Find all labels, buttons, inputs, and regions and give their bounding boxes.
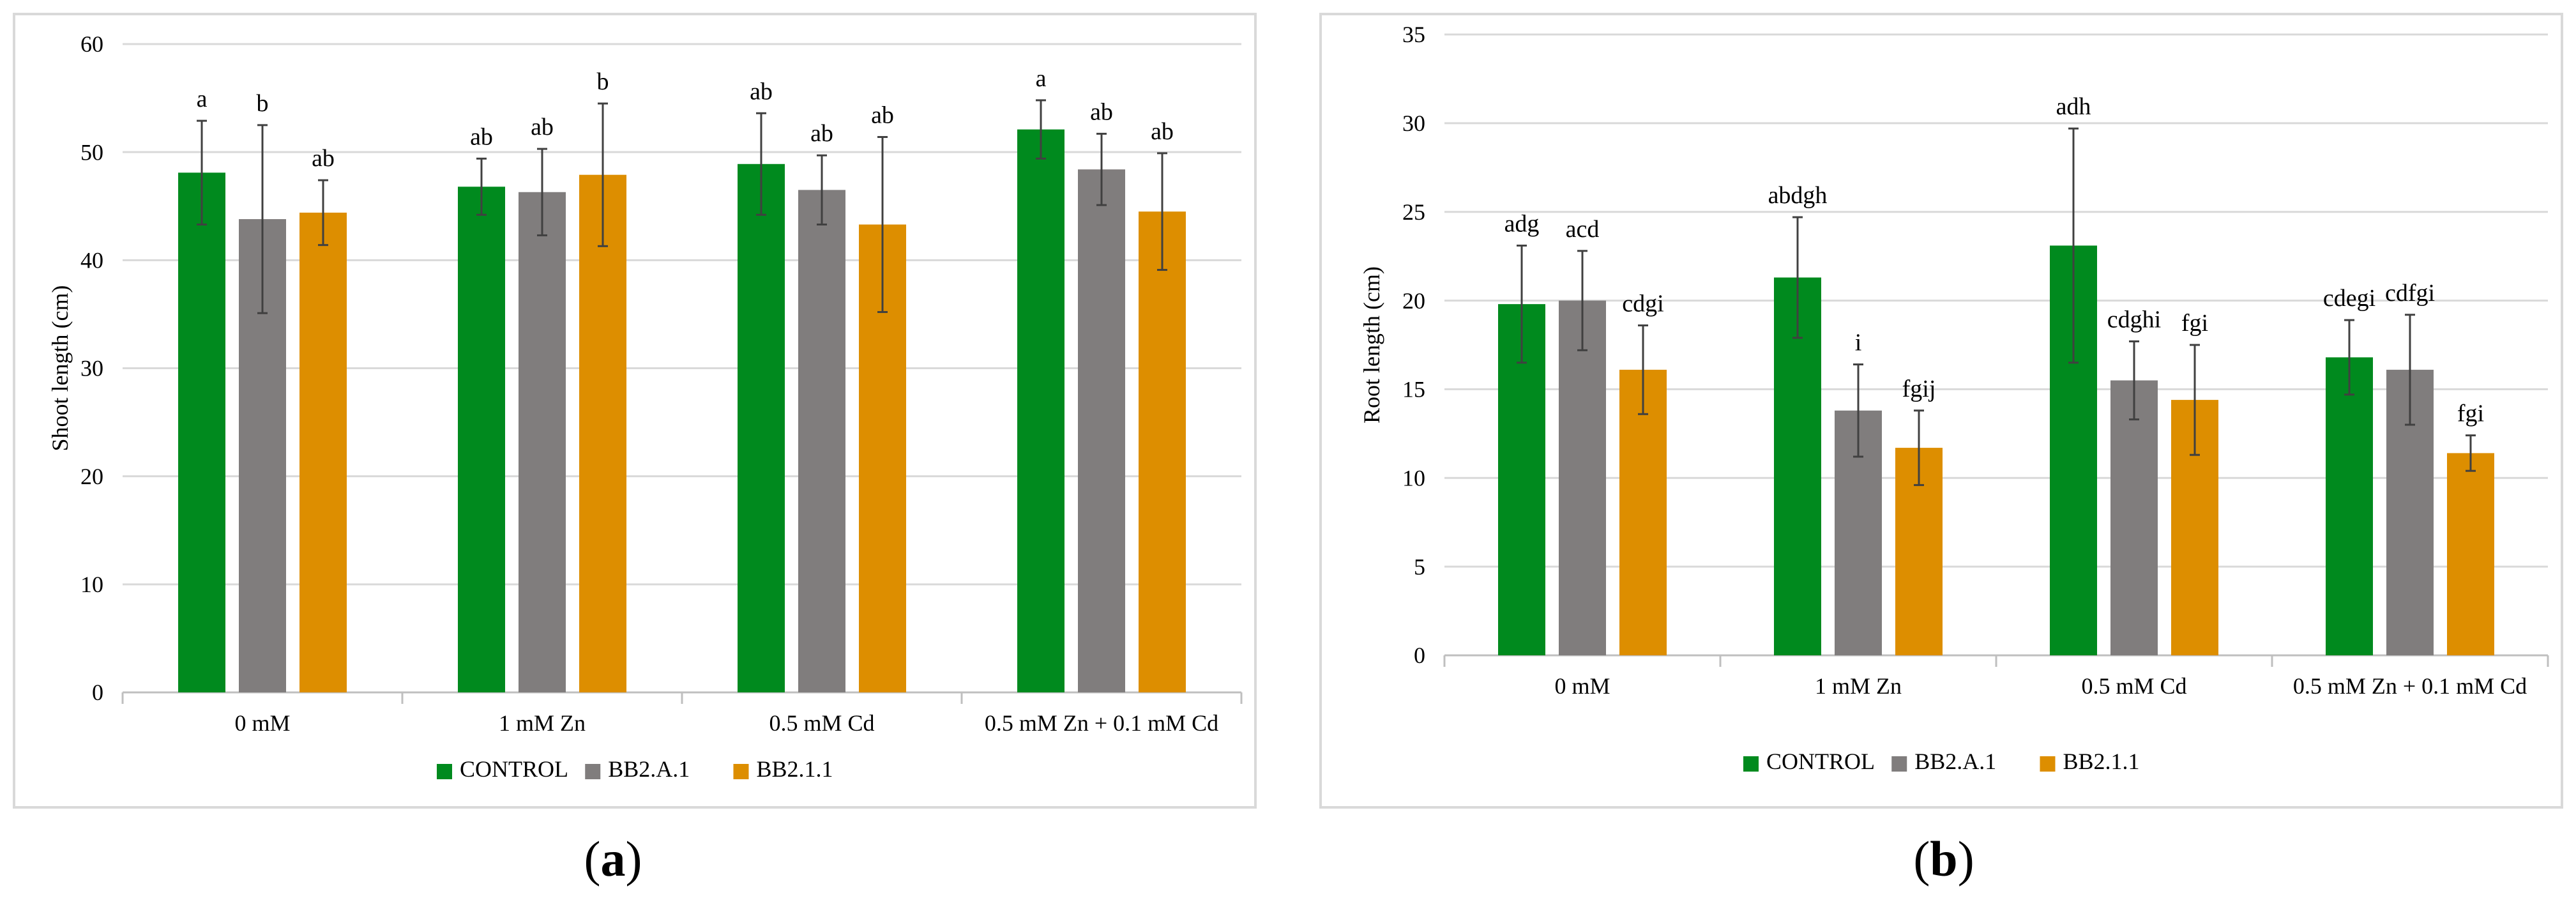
legend-swatch <box>437 764 452 779</box>
caption-a-close: ) <box>625 831 642 887</box>
significance-label: ab <box>312 145 335 172</box>
y-tick-label: 20 <box>80 464 103 489</box>
significance-label: b <box>597 68 609 95</box>
caption-a-open: ( <box>584 831 601 887</box>
significance-label: fgi <box>2457 400 2484 427</box>
y-tick-label: 10 <box>80 572 103 597</box>
bar-bb2-1-1 <box>1619 369 1667 655</box>
significance-label: acd <box>1566 216 1600 243</box>
significance-label: ab <box>1151 118 1174 145</box>
significance-label: ab <box>1090 98 1113 125</box>
significance-label: cdghi <box>2107 306 2161 333</box>
y-tick-label: 30 <box>1402 111 1425 136</box>
chart-panel-b: 0 5 10 15 20 25 30 35 Root length (cm) 0 mM adg acd… <box>1319 13 2563 809</box>
bar-control <box>1774 277 1821 655</box>
y-tick-label: 15 <box>1402 377 1425 402</box>
y-axis-title: Shoot length (cm) <box>47 286 73 452</box>
legend-label: CONTROL <box>1766 749 1875 774</box>
caption-b: (b) <box>1913 830 1974 888</box>
x-tick-label: 0.5 mM Zn + 0.1 mM Cd <box>985 710 1218 736</box>
y-tick-label: 0 <box>1414 643 1425 668</box>
legend-label: BB2.A.1 <box>1914 749 1996 774</box>
significance-label: fgi <box>2181 310 2208 337</box>
significance-label: adh <box>2056 93 2091 120</box>
significance-label: ab <box>810 120 833 147</box>
significance-label: ab <box>750 78 773 105</box>
significance-label: a <box>1036 65 1047 92</box>
legend-swatch <box>1891 756 1907 772</box>
y-tick-label: 50 <box>80 139 103 165</box>
caption-b-letter: b <box>1930 831 1958 887</box>
bar-bb2-a-1 <box>1078 169 1125 692</box>
significance-label: ab <box>531 114 554 141</box>
bar-bb2-a-1 <box>2110 380 2158 655</box>
legend-label: BB2.A.1 <box>608 756 690 782</box>
bar-control <box>178 172 225 692</box>
bar-bb2-a-1 <box>1559 300 1606 656</box>
bar-control <box>1017 129 1064 692</box>
bar-bb2-a-1 <box>519 192 566 693</box>
root-length-chart: 0 5 10 15 20 25 30 35 Root length (cm) 0 mM adg acd… <box>1359 22 2549 774</box>
significance-label: b <box>257 90 269 117</box>
legend-swatch <box>733 764 749 779</box>
significance-label: adg <box>1504 210 1540 237</box>
y-axis-title: Root length (cm) <box>1359 266 1384 423</box>
significance-label: abdgh <box>1768 182 1828 209</box>
legend-swatch <box>585 764 601 779</box>
y-tick-label: 20 <box>1402 288 1425 314</box>
legend-swatch <box>2040 756 2056 772</box>
y-tick-label: 35 <box>1402 22 1425 47</box>
significance-label: i <box>1855 330 1862 356</box>
legend-label: BB2.1.1 <box>756 756 833 782</box>
bar-control <box>458 187 505 692</box>
bar-bb2-1-1 <box>2447 453 2494 655</box>
x-tick-label: 1 mM Zn <box>499 710 586 736</box>
legend-label: BB2.1.1 <box>2063 749 2139 774</box>
x-tick-label: 0 mM <box>1554 673 1610 699</box>
y-tick-label: 40 <box>80 248 103 273</box>
x-tick-label: 0.5 mM Cd <box>769 710 874 736</box>
y-tick-label: 60 <box>80 31 103 57</box>
significance-label: ab <box>871 102 894 128</box>
y-tick-label: 25 <box>1402 199 1425 225</box>
significance-label: cdegi <box>2323 285 2375 312</box>
chart-panel-a: 0 10 20 30 40 50 60 Shoot length (cm) 0 mM a b ab 1 … <box>13 13 1257 809</box>
significance-label: ab <box>470 123 493 150</box>
caption-a-letter: a <box>600 831 626 887</box>
caption-b-close: ) <box>1957 831 1974 887</box>
bar-bb2-a-1 <box>798 190 845 692</box>
legend-swatch <box>1743 756 1759 772</box>
significance-label: fgij <box>1902 376 1936 402</box>
caption-a: (a) <box>584 830 642 888</box>
significance-label: cdfgi <box>2385 280 2435 307</box>
bar-bb2-1-1 <box>579 174 626 692</box>
caption-b-open: ( <box>1913 831 1930 887</box>
x-tick-label: 0.5 mM Zn + 0.1 mM Cd <box>2293 673 2527 699</box>
y-tick-label: 30 <box>80 356 103 381</box>
bar-control <box>2326 357 2373 655</box>
bar-bb2-1-1 <box>1139 211 1186 692</box>
y-tick-label: 10 <box>1402 466 1425 491</box>
x-tick-label: 0.5 mM Cd <box>2081 673 2186 699</box>
significance-label: cdgi <box>1622 290 1663 317</box>
bar-bb2-1-1 <box>299 212 347 692</box>
legend-label: CONTROL <box>460 756 568 782</box>
y-tick-label: 0 <box>92 680 103 705</box>
bar-control <box>738 164 785 692</box>
x-tick-label: 0 mM <box>234 710 290 736</box>
x-tick-label: 1 mM Zn <box>1815 673 1902 699</box>
significance-label: a <box>197 86 208 112</box>
y-tick-label: 5 <box>1414 554 1425 579</box>
